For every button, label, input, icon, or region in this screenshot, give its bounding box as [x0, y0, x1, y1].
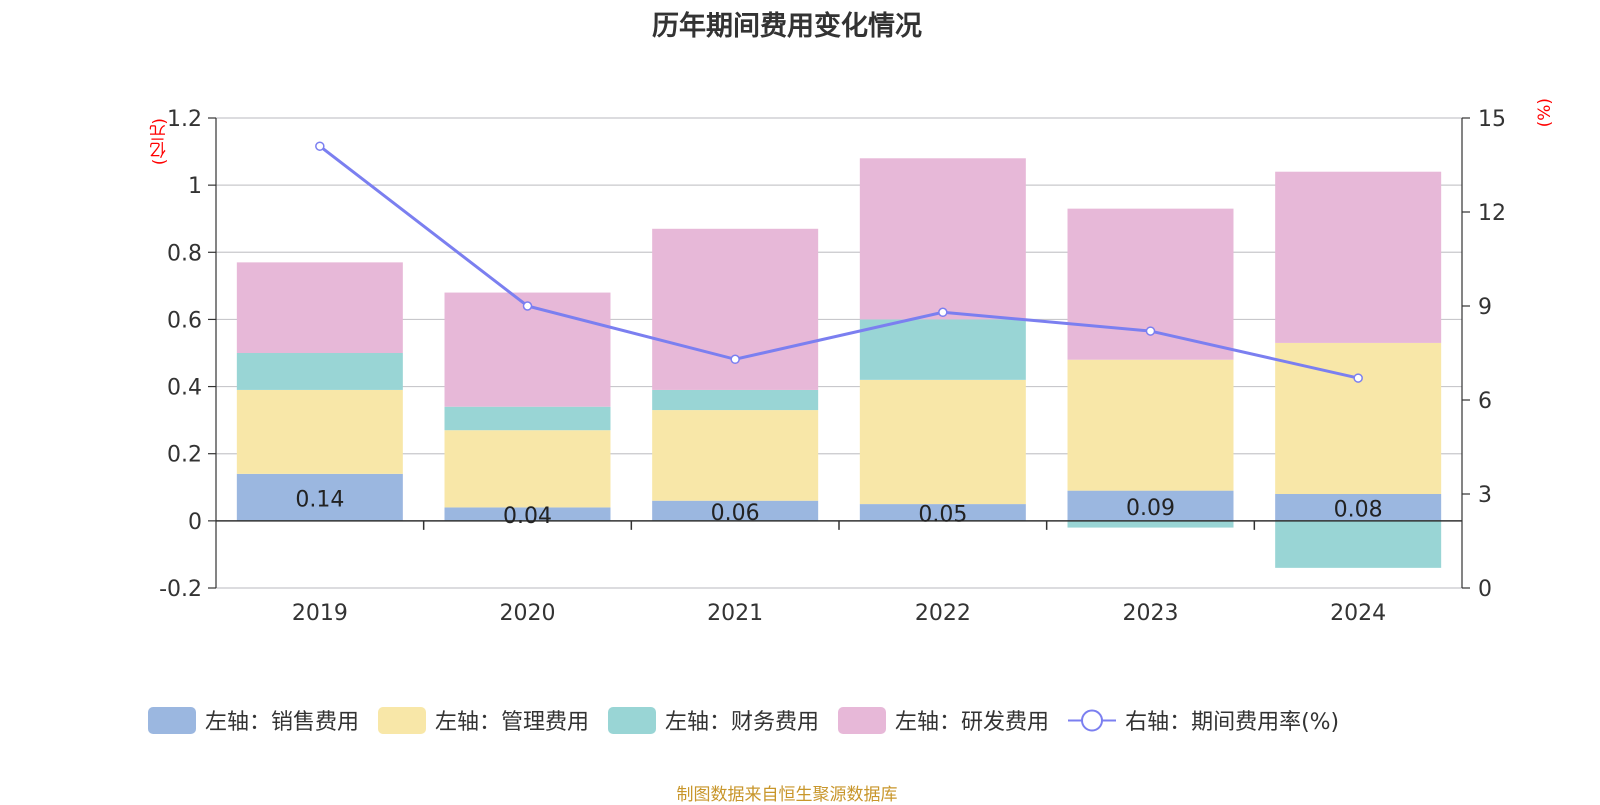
right-axis-tick-label: 15 — [1478, 107, 1506, 132]
rate-data-point — [730, 354, 740, 365]
bar-segment — [1067, 208, 1234, 360]
bar-segment — [859, 319, 1026, 380]
rate-series-line — [318, 145, 1359, 380]
left-axis-tick-label: 1.2 — [167, 107, 202, 132]
bar-segment — [1067, 520, 1234, 528]
right-axis-tick-label: 12 — [1478, 201, 1506, 226]
bar-segment — [236, 473, 403, 521]
legend-label-finance: 左轴：财务费用 — [665, 710, 820, 735]
bar-data-label: 0.14 — [295, 487, 344, 512]
x-axis-category-label: 2022 — [915, 601, 971, 626]
bar-segment — [652, 500, 819, 521]
left-axis-tick-label: 0.4 — [167, 376, 202, 401]
bar-segment — [444, 430, 611, 508]
legend-item-rnd[interactable]: 左轴：研发费用 — [838, 704, 1049, 736]
left-axis-tick-label: 1 — [188, 174, 202, 199]
right-axis-tick-label: 3 — [1478, 483, 1492, 508]
bar-segment — [859, 379, 1026, 505]
rate-data-point — [315, 141, 325, 151]
bar-data-label: 0.09 — [1126, 496, 1175, 521]
rate-data-point — [1145, 326, 1156, 336]
bar-segment — [444, 406, 611, 431]
right-axis-tick-label: 9 — [1478, 295, 1492, 320]
x-axis-category-label: 2019 — [292, 601, 348, 626]
bar-segment — [236, 262, 403, 353]
legend-line-marker-icon — [1068, 709, 1117, 731]
bar-segment — [1067, 490, 1234, 521]
rate-data-point — [1353, 373, 1363, 383]
left-axis-tick-label: -0.2 — [159, 577, 202, 602]
bar-segment — [1067, 359, 1234, 491]
right-axis-tick-label: 6 — [1478, 389, 1492, 414]
chart-legend: 左轴：销售费用 左轴：管理费用 左轴：财务费用 左轴：研发费用 右轴：期间费用率… — [148, 704, 1358, 736]
bar-segment — [236, 389, 403, 474]
legend-swatch-sales — [148, 706, 196, 734]
legend-label-rate: 右轴：期间费用率(%) — [1125, 710, 1340, 735]
bar-segment — [1275, 494, 1442, 521]
legend-item-admin[interactable]: 左轴：管理费用 — [378, 704, 589, 736]
right-axis-tick-label: 0 — [1478, 577, 1492, 602]
bar-segment — [1275, 171, 1442, 343]
bar-segment — [444, 292, 611, 407]
left-axis-tick-label: 0 — [188, 510, 202, 535]
legend-swatch-admin — [378, 706, 427, 734]
legend-item-sales[interactable]: 左轴：销售费用 — [148, 704, 359, 736]
bar-segment — [444, 507, 611, 521]
bar-segment — [652, 228, 819, 390]
bar-data-label: 0.06 — [711, 501, 760, 526]
bar-data-label: 0.04 — [503, 504, 552, 529]
bar-segment — [859, 504, 1026, 521]
left-axis-tick-label: 0.2 — [167, 443, 202, 468]
chart-plot: -0.2 0 0.2 0.4 0.6 0.8 1 1.2 0 3 6 9 12 15 2019 2020 202… — [159, 107, 1506, 626]
bar-segment — [859, 158, 1026, 320]
bar-segment — [1275, 520, 1442, 568]
chart-title: 历年期间费用变化情况 — [652, 11, 922, 42]
legend-swatch-rnd — [838, 706, 887, 734]
legend-item-rate[interactable]: 右轴：期间费用率(%) — [1068, 704, 1339, 736]
left-axis-tick-label: 0.8 — [167, 241, 202, 266]
legend-label-admin: 左轴：管理费用 — [435, 710, 590, 735]
bar-data-label: 0.08 — [1334, 497, 1383, 522]
x-axis-category-label: 2021 — [707, 601, 763, 626]
data-source-note: 制图数据来自恒生聚源数据库 — [676, 785, 898, 805]
bar-segment — [1275, 342, 1442, 494]
bar-segment — [236, 353, 403, 390]
legend-swatch-finance — [608, 706, 657, 734]
legend-label-rnd: 左轴：研发费用 — [895, 710, 1050, 735]
left-axis-tick-label: 0.6 — [167, 308, 202, 333]
rate-data-point — [938, 307, 948, 318]
x-axis-category-label: 2024 — [1330, 601, 1386, 626]
legend-label-sales: 左轴：销售费用 — [205, 710, 360, 735]
bar-data-label: 0.05 — [918, 502, 967, 527]
rate-data-point — [522, 301, 533, 311]
x-axis-category-label: 2020 — [500, 601, 556, 626]
bar-segment — [652, 389, 819, 411]
legend-item-finance[interactable]: 左轴：财务费用 — [608, 704, 819, 736]
x-axis-category-label: 2023 — [1123, 601, 1179, 626]
bar-segment — [652, 410, 819, 501]
